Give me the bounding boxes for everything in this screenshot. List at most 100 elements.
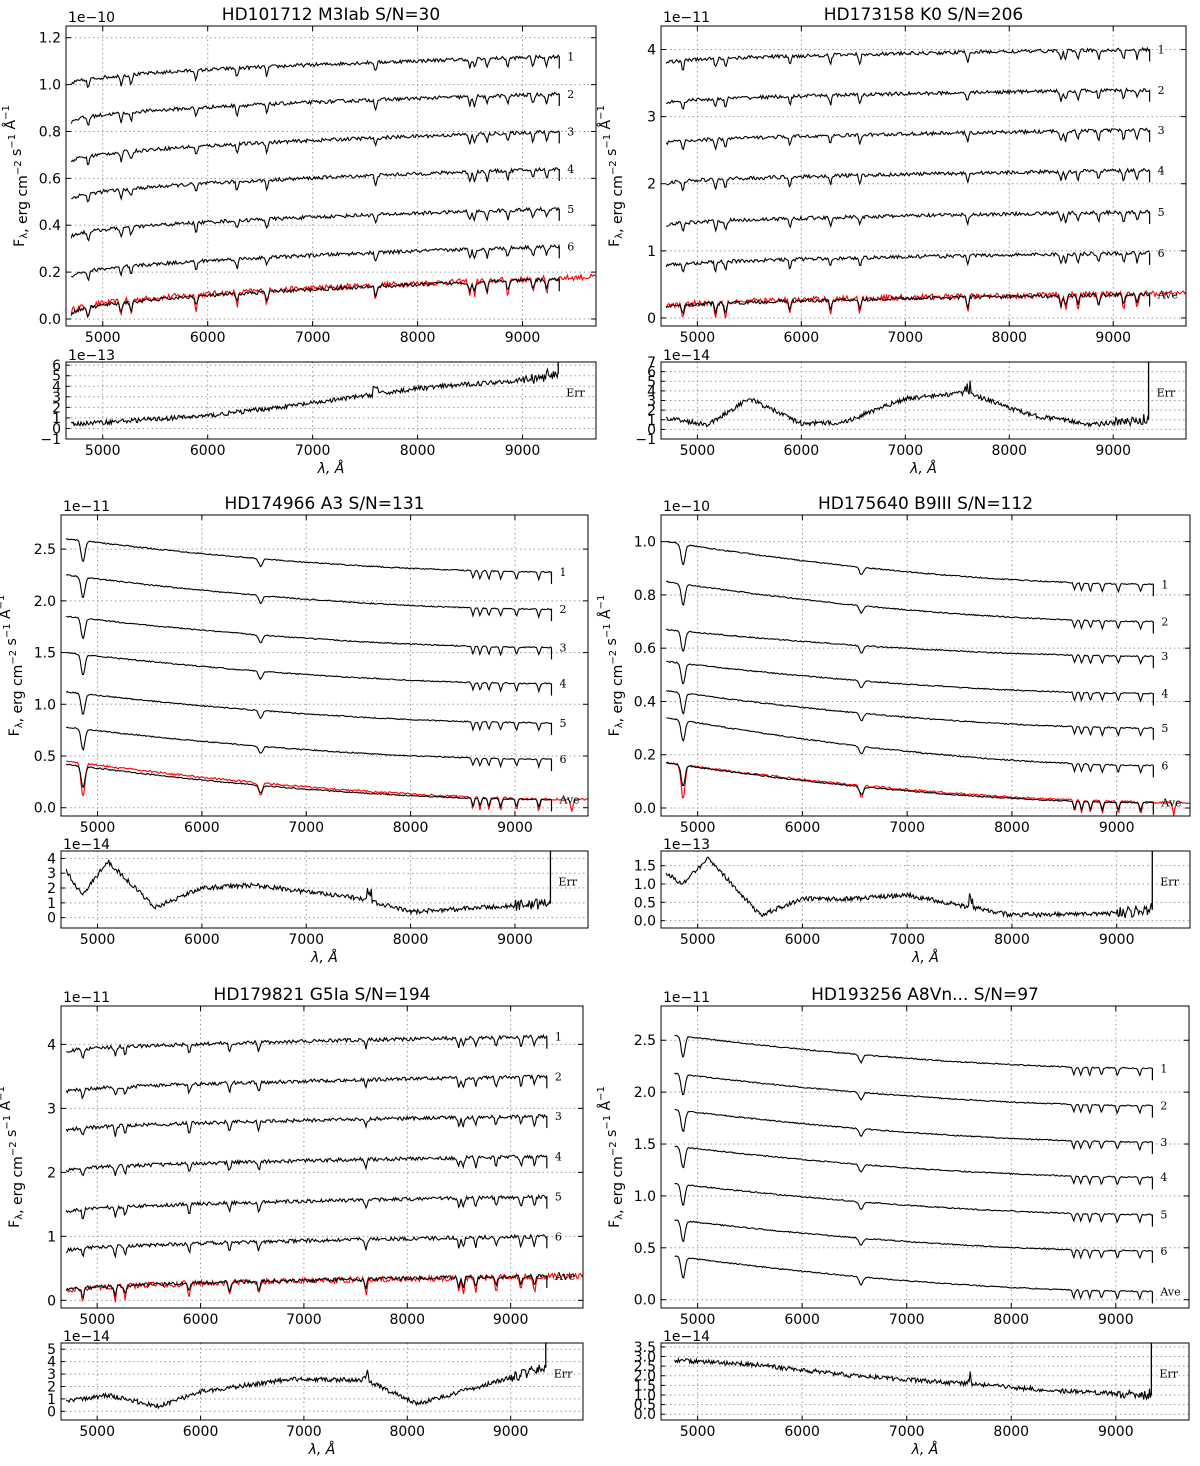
x-tick-label: 8000 [994, 820, 1030, 836]
y-tick-label: 1.0 [34, 697, 56, 713]
err-y-tick-label: 0.5 [634, 1398, 656, 1414]
series-label: 5 [555, 1191, 562, 1204]
err-y-tick-label: 1.5 [634, 1378, 656, 1394]
y-tick-label: 4 [647, 42, 656, 58]
err-x-tick-label: 5000 [680, 932, 716, 948]
spectrum-line-4 [674, 1145, 1153, 1186]
spectrum-line-5 [666, 209, 1151, 233]
reference-spectrum [70, 272, 596, 317]
plot-area [674, 1034, 1154, 1304]
err-y-tick-label: 1.0 [634, 1388, 656, 1404]
error-spectrum [665, 380, 1150, 428]
x-tick-label: 9000 [1095, 330, 1131, 346]
err-x-tick-label: 9000 [505, 443, 541, 459]
plot-area [665, 46, 1186, 319]
series-label: 6 [567, 240, 574, 253]
err-x-tick-label: 7000 [286, 1424, 322, 1440]
spectrum-line-1 [65, 537, 552, 582]
err-y-tick-label: 2.5 [634, 1359, 656, 1375]
series-label: Ave [558, 793, 579, 806]
y-tick-label: 0.5 [634, 1241, 656, 1257]
spectrum-line-6 [666, 717, 1154, 775]
axes-frame [65, 25, 597, 327]
x-tick-label: 7000 [286, 1312, 322, 1328]
series-label: 2 [1160, 1100, 1167, 1113]
panel-4: HD175640 B9III S/N=112 1e−10 1 2 3 4 5 6 Ave 5000… [596, 494, 1191, 966]
err-y-tick-label: 1.0 [634, 877, 656, 893]
err-label: Err [1159, 1368, 1178, 1381]
err-x-tick-label: 9000 [1095, 443, 1131, 459]
spectrum-line-5 [674, 1182, 1153, 1224]
x-tick-label: 9000 [505, 330, 541, 346]
err-label: Err [1157, 387, 1176, 400]
y-tick-label: 0.2 [634, 748, 656, 764]
y-tick-label: 0 [47, 1293, 56, 1309]
chart-title: HD175640 B9III S/N=112 [818, 494, 1033, 514]
err-x-tick-label: 5000 [680, 443, 716, 459]
spectrum-line-3 [65, 1113, 548, 1137]
err-y-tick-label: 0 [47, 1404, 56, 1420]
err-x-tick-label: 8000 [994, 932, 1030, 948]
err-x-tick-label: 8000 [993, 1424, 1029, 1440]
axes-frame [660, 25, 1187, 327]
err-y-tick-label: 0.0 [634, 1407, 656, 1423]
y-tick-label: 3 [647, 110, 656, 126]
y-tick-label: 0.6 [39, 171, 61, 187]
panel-6: HD193256 A8Vn... S/N=97 1e−11 1 2 3 4 5 6 Ave 500… [596, 985, 1190, 1458]
x-tick-label: 5000 [680, 820, 716, 836]
series-label: Ave [1160, 797, 1181, 810]
err-y-tick-label: 1.5 [634, 859, 656, 875]
err-y-tick-label: 6 [52, 358, 61, 374]
spectrum-line-6 [665, 250, 1151, 274]
reference-spectrum [65, 760, 588, 812]
spectrum-line-1 [674, 1034, 1153, 1078]
series-label: 5 [1160, 1209, 1167, 1222]
err-y-tick-label: 4 [647, 384, 656, 400]
err-y-tick-label: 3.0 [634, 1349, 656, 1365]
plot-area [65, 537, 588, 812]
err-label: Err [566, 387, 585, 400]
err-x-tick-label: 8000 [991, 443, 1027, 459]
chart-title: HD174966 A3 S/N=131 [225, 494, 425, 514]
spectrum-line-Ave [65, 1273, 548, 1299]
y-tick-label: 1 [47, 1229, 56, 1245]
spectrum-line-4 [65, 1154, 547, 1177]
series-label: 1 [567, 50, 574, 63]
err-x-tick-label: 8000 [400, 443, 436, 459]
series-label: 2 [555, 1070, 562, 1083]
series-label: 1 [555, 1031, 562, 1044]
series-label: 5 [1161, 722, 1168, 735]
err-x-tick-label: 6000 [784, 1424, 820, 1440]
x-tick-label: 7000 [887, 330, 923, 346]
err-plot-area [665, 362, 1150, 428]
err-y-tick-label: 3 [52, 390, 61, 406]
x-tick-label: 9000 [497, 820, 533, 836]
err-y-tick-label: 4 [47, 1355, 56, 1371]
offset-label: 1e−11 [663, 990, 710, 1006]
y-tick-label: 0.4 [39, 218, 61, 234]
x-axis-label: λ, Å [911, 1441, 939, 1458]
err-offset-label: 1e−14 [663, 1329, 710, 1345]
err-y-tick-label: 0 [647, 422, 656, 438]
x-tick-label: 8000 [993, 1312, 1029, 1328]
x-tick-label: 5000 [79, 1312, 115, 1328]
x-axis-label: λ, Å [308, 1441, 336, 1458]
y-tick-label: 2 [647, 177, 656, 193]
chart-title: HD179821 G5Ia S/N=194 [214, 985, 431, 1005]
y-axis-label: Fλ, erg cm−2 s−1 Å−1 [0, 595, 26, 737]
offset-label: 1e−10 [68, 10, 115, 26]
err-plot-area [65, 1343, 547, 1410]
spectrum-line-2 [674, 1072, 1153, 1115]
series-label: 3 [1158, 124, 1165, 137]
err-y-tick-label: 2 [47, 1379, 56, 1395]
x-tick-label: 5000 [680, 330, 716, 346]
x-tick-label: 6000 [183, 1312, 219, 1328]
series-label: Ave [554, 1270, 575, 1283]
x-tick-label: 6000 [190, 330, 226, 346]
err-x-tick-label: 6000 [190, 443, 226, 459]
err-y-tick-label: −1 [40, 432, 61, 448]
y-axis-label: Fλ, erg cm−2 s−1 Å−1 [596, 105, 626, 247]
y-tick-label: 0.4 [634, 694, 656, 710]
err-x-tick-label: 6000 [183, 1424, 219, 1440]
